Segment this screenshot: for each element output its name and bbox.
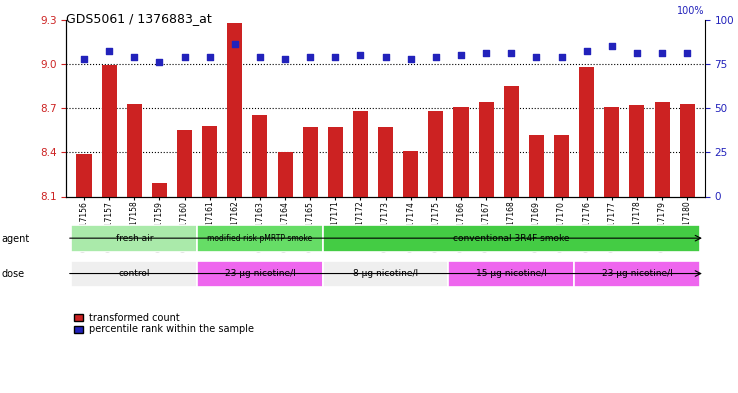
Bar [177,130,192,196]
Bar [655,102,669,196]
Point [204,54,215,60]
Bar [554,135,569,196]
Bar [202,126,217,196]
Bar [227,23,242,196]
Bar [403,151,418,196]
Bar [378,127,393,196]
Text: modified risk pMRTP smoke: modified risk pMRTP smoke [207,234,313,242]
Point [103,48,115,55]
Point [405,55,417,62]
Bar [479,102,494,196]
Point [154,59,165,65]
Bar [328,127,343,196]
Bar [453,107,469,196]
Point [681,50,693,57]
Bar [277,152,292,196]
FancyBboxPatch shape [72,261,197,287]
Point [179,54,190,60]
FancyBboxPatch shape [574,261,700,287]
Point [531,54,542,60]
FancyBboxPatch shape [449,261,574,287]
Text: GDS5061 / 1376883_at: GDS5061 / 1376883_at [66,12,212,25]
Point [606,43,618,49]
Point [229,41,241,48]
Bar [77,154,92,196]
Text: agent: agent [1,234,30,244]
Text: dose: dose [1,269,24,279]
Point [380,54,392,60]
Bar [353,111,368,196]
Text: percentile rank within the sample: percentile rank within the sample [89,324,255,334]
Point [556,54,568,60]
Bar [102,65,117,196]
Bar [680,104,694,196]
FancyBboxPatch shape [323,261,449,287]
Point [430,54,442,60]
Bar [127,104,142,196]
Bar [152,183,167,196]
Point [354,52,366,58]
Point [329,54,341,60]
Text: 15 μg nicotine/l: 15 μg nicotine/l [476,269,547,278]
Point [304,54,316,60]
Text: 23 μg nicotine/l: 23 μg nicotine/l [224,269,295,278]
Text: control: control [119,269,150,278]
Text: fresh air: fresh air [116,234,153,242]
Point [480,50,492,57]
Point [656,50,668,57]
Bar [529,135,544,196]
Text: 8 μg nicotine/l: 8 μg nicotine/l [353,269,418,278]
FancyBboxPatch shape [197,261,323,287]
Text: 100%: 100% [677,6,705,16]
Bar [303,127,318,196]
Point [631,50,643,57]
Point [506,50,517,57]
Point [581,48,593,55]
Text: 23 μg nicotine/l: 23 μg nicotine/l [601,269,672,278]
Point [455,52,467,58]
Point [128,54,140,60]
Text: conventional 3R4F smoke: conventional 3R4F smoke [453,234,570,242]
Bar [579,67,594,196]
Bar [630,105,644,196]
Bar [504,86,519,196]
FancyBboxPatch shape [197,226,323,252]
Point [78,55,90,62]
Point [279,55,291,62]
Point [254,54,266,60]
Bar [428,111,444,196]
Text: transformed count: transformed count [89,313,180,323]
Bar [252,116,267,196]
FancyBboxPatch shape [323,226,700,252]
FancyBboxPatch shape [72,226,197,252]
Bar [604,107,619,196]
